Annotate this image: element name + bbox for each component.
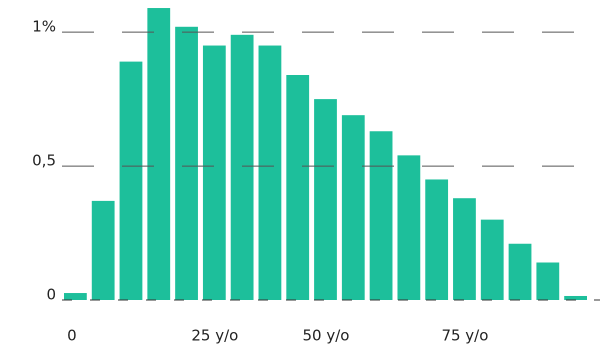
bar	[453, 198, 476, 300]
y-tick-label: 0	[46, 286, 56, 304]
bar	[369, 131, 393, 300]
x-tick-label: 75 y/o	[441, 327, 488, 345]
x-tick-label: 25 y/o	[191, 327, 238, 345]
bar	[314, 99, 337, 300]
bar	[119, 61, 143, 300]
bar	[175, 26, 198, 301]
bar	[286, 75, 310, 300]
bar	[202, 45, 226, 301]
bar	[64, 293, 87, 300]
bar	[480, 219, 504, 300]
bar	[536, 262, 560, 300]
bar	[258, 45, 282, 301]
y-tick-label: 1%	[32, 18, 56, 36]
bar	[230, 34, 254, 300]
x-tick-label: 0	[67, 327, 77, 345]
y-tick-label: 0,5	[32, 152, 56, 170]
bar	[147, 8, 171, 301]
x-tick-label: 50 y/o	[303, 327, 350, 345]
bar	[508, 243, 532, 300]
bar	[91, 200, 115, 300]
bar	[397, 155, 421, 300]
bar	[425, 179, 449, 300]
bar	[564, 295, 587, 300]
bar	[341, 115, 365, 300]
